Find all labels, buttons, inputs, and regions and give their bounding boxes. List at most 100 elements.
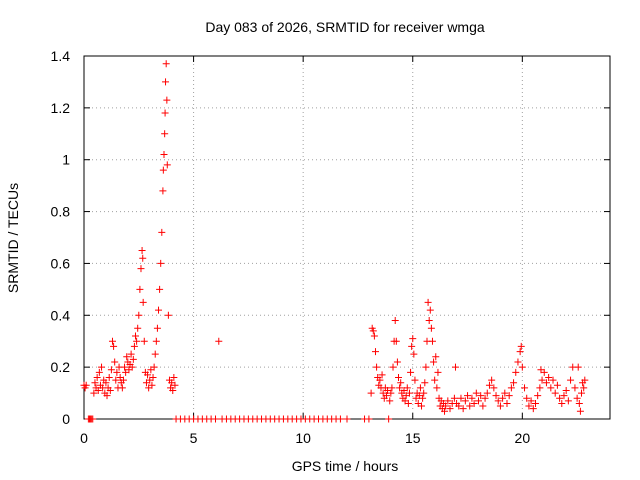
data-point bbox=[336, 415, 344, 423]
data-point bbox=[578, 389, 586, 397]
data-point bbox=[468, 394, 476, 402]
data-point bbox=[106, 386, 114, 394]
y-tick-label: 1.4 bbox=[51, 48, 71, 64]
data-point bbox=[103, 392, 111, 400]
data-point bbox=[148, 381, 156, 389]
data-point bbox=[133, 337, 141, 345]
data-point bbox=[507, 384, 515, 392]
data-point bbox=[421, 379, 429, 387]
data-point bbox=[162, 78, 170, 86]
data-point bbox=[488, 376, 496, 384]
data-point bbox=[420, 389, 428, 397]
data-point bbox=[162, 60, 170, 68]
data-point bbox=[517, 342, 525, 350]
data-point bbox=[562, 386, 570, 394]
data-point bbox=[373, 363, 381, 371]
data-point bbox=[510, 379, 518, 387]
data-point bbox=[444, 397, 452, 405]
data-point bbox=[378, 371, 386, 379]
data-point bbox=[113, 368, 121, 376]
data-point bbox=[558, 399, 566, 407]
data-point bbox=[144, 371, 152, 379]
y-tick-label: 0 bbox=[62, 411, 70, 427]
data-point bbox=[157, 259, 165, 267]
data-point bbox=[521, 384, 529, 392]
x-tick-label: 15 bbox=[405, 430, 421, 446]
plot-border bbox=[83, 55, 611, 420]
data-point bbox=[376, 376, 384, 384]
data-point bbox=[385, 415, 393, 423]
data-point bbox=[461, 397, 469, 405]
data-point bbox=[139, 254, 147, 262]
y-axis-label: SRMTID / TECUs bbox=[5, 183, 21, 293]
chart-title: Day 083 of 2026, SRMTID for receiver wmg… bbox=[205, 19, 485, 35]
data-point bbox=[391, 316, 399, 324]
data-point bbox=[410, 350, 418, 358]
data-point bbox=[132, 332, 140, 340]
data-point bbox=[161, 109, 169, 117]
data-point bbox=[427, 324, 435, 332]
data-point bbox=[389, 363, 397, 371]
data-point bbox=[163, 96, 171, 104]
y-tick-label: 0.8 bbox=[51, 204, 71, 220]
data-point bbox=[396, 384, 404, 392]
data-point bbox=[111, 358, 119, 366]
x-tick-label: 0 bbox=[80, 430, 88, 446]
data-point bbox=[472, 389, 480, 397]
data-point bbox=[369, 327, 377, 335]
data-point bbox=[159, 166, 167, 174]
data-point bbox=[464, 392, 472, 400]
data-point bbox=[367, 389, 375, 397]
data-point bbox=[94, 386, 102, 394]
data-point bbox=[424, 298, 432, 306]
data-point bbox=[127, 350, 135, 358]
data-point bbox=[397, 379, 405, 387]
data-point bbox=[529, 405, 537, 413]
data-point bbox=[138, 246, 146, 254]
data-point bbox=[102, 379, 110, 387]
data-point bbox=[553, 381, 561, 389]
data-point bbox=[542, 379, 550, 387]
data-point bbox=[446, 405, 454, 413]
data-point bbox=[395, 374, 403, 382]
data-point bbox=[392, 337, 400, 345]
data-point bbox=[442, 402, 450, 410]
data-point bbox=[407, 368, 415, 376]
data-point bbox=[475, 397, 482, 405]
data-point bbox=[137, 265, 145, 273]
data-point bbox=[393, 358, 401, 366]
data-point bbox=[501, 389, 509, 397]
data-point bbox=[158, 228, 166, 236]
data-point bbox=[170, 374, 178, 382]
data-points bbox=[80, 60, 589, 423]
data-point bbox=[82, 381, 90, 389]
data-point bbox=[534, 392, 542, 400]
data-point bbox=[560, 392, 568, 400]
data-point bbox=[118, 384, 126, 392]
data-point bbox=[403, 384, 411, 392]
data-point bbox=[98, 363, 106, 371]
data-point bbox=[119, 376, 127, 384]
data-point bbox=[121, 363, 129, 371]
axis-ticks: 0 5 10 15 20 0 0.2 0.4 0.6 0.8 1 1.2 1.4 bbox=[51, 48, 610, 446]
data-point bbox=[161, 130, 169, 138]
data-point bbox=[432, 353, 440, 361]
data-point bbox=[549, 376, 557, 384]
data-point bbox=[494, 397, 502, 405]
data-point bbox=[405, 389, 413, 397]
data-point bbox=[95, 368, 103, 376]
y-tick-label: 1.2 bbox=[51, 100, 71, 116]
data-point bbox=[136, 285, 144, 293]
data-point bbox=[523, 394, 531, 402]
data-point bbox=[212, 415, 219, 423]
data-point bbox=[409, 335, 417, 343]
data-point bbox=[514, 358, 522, 366]
y-tick-label: 0.6 bbox=[51, 255, 71, 271]
data-point bbox=[551, 389, 559, 397]
data-point bbox=[153, 324, 161, 332]
data-point bbox=[556, 394, 564, 402]
data-point bbox=[128, 363, 136, 371]
x-axis-label: GPS time / hours bbox=[292, 458, 399, 474]
data-point bbox=[112, 376, 120, 384]
